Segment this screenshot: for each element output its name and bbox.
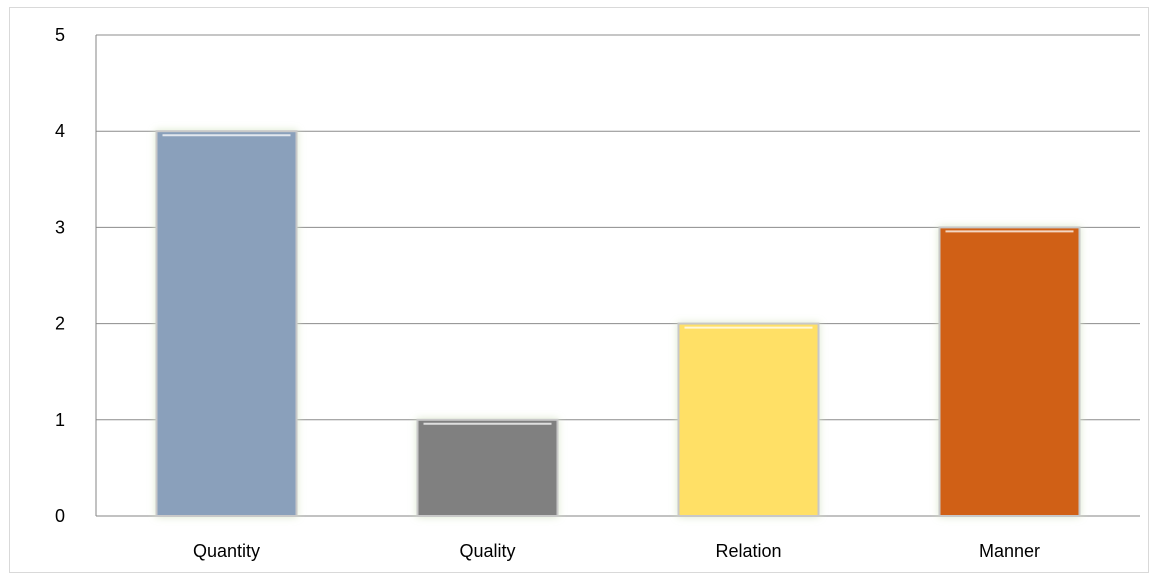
y-tick-label: 5 <box>55 25 65 45</box>
bar <box>416 418 559 517</box>
x-category-label: Quantity <box>193 541 260 561</box>
bar-quantity <box>155 130 298 517</box>
x-category-label: Relation <box>715 541 781 561</box>
y-tick-label: 2 <box>55 314 65 334</box>
y-axis-ticks: 0 1 2 3 4 5 <box>55 25 65 526</box>
bar <box>155 130 298 517</box>
y-tick-label: 1 <box>55 410 65 430</box>
bar-quality <box>416 418 559 517</box>
bar-manner <box>938 226 1081 517</box>
y-tick-label: 4 <box>55 121 65 141</box>
bar <box>677 322 820 517</box>
bars <box>155 130 1081 517</box>
bar <box>938 226 1081 517</box>
x-axis-categories: Quantity Quality Relation Manner <box>193 541 1040 561</box>
bar-relation <box>677 322 820 517</box>
y-tick-label: 0 <box>55 506 65 526</box>
x-category-label: Quality <box>459 541 515 561</box>
x-category-label: Manner <box>979 541 1040 561</box>
y-tick-label: 3 <box>55 217 65 237</box>
